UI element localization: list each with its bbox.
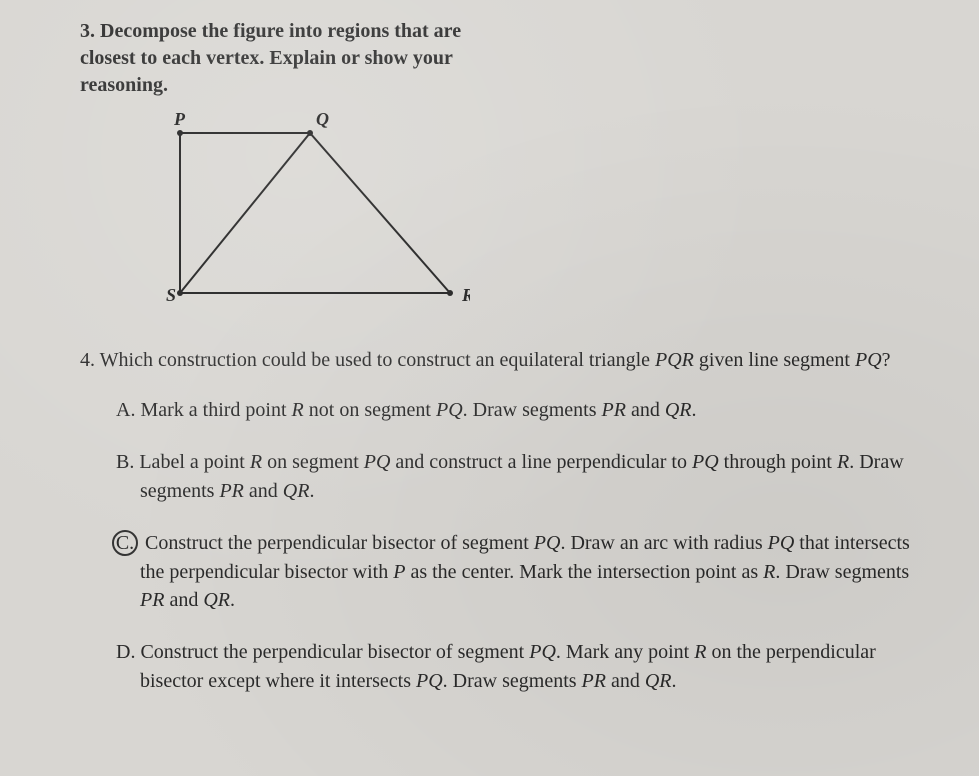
opt-c-t6: and — [164, 589, 203, 611]
opt-b-r: R — [250, 451, 262, 473]
option-c-letter: C. — [112, 530, 138, 556]
q4-pq: PQ — [855, 349, 882, 371]
opt-c-pq: PQ — [534, 532, 561, 554]
opt-a-t3: . Draw segments — [463, 399, 602, 421]
opt-c-qr: QR — [203, 589, 230, 611]
opt-d-t1: Construct the perpendicular bisector of … — [140, 641, 529, 663]
option-c[interactable]: C. Construct the perpendicular bisector … — [116, 529, 919, 614]
opt-b-pq2: PQ — [692, 451, 719, 473]
q4-stem-a: Which construction could be used to cons… — [100, 349, 655, 371]
opt-b-t4: through point — [719, 451, 837, 473]
opt-c-t7: . — [230, 589, 235, 611]
option-a[interactable]: A. Mark a third point R not on segment P… — [116, 396, 919, 424]
opt-a-qr: QR — [665, 399, 692, 421]
q3-line3: reasoning. — [80, 74, 168, 96]
opt-b-t1: Label a point — [139, 451, 250, 473]
opt-c-pq2: PQ — [768, 532, 795, 554]
figure-svg: P Q R S — [150, 113, 470, 313]
opt-c-t4: as the center. Mark the intersection poi… — [405, 561, 763, 583]
opt-c-t2: . Draw an arc with radius — [560, 532, 767, 554]
opt-c-p: P — [393, 561, 405, 583]
opt-d-t2: . Mark any point — [556, 641, 694, 663]
opt-d-pr: PR — [582, 670, 606, 692]
opt-b-t3: and construct a line perpendicular to — [390, 451, 692, 473]
opt-d-t6: . — [672, 670, 677, 692]
opt-b-pr: PR — [219, 480, 243, 502]
opt-d-pq2: PQ — [416, 670, 443, 692]
question-3: 3. Decompose the figure into regions tha… — [80, 18, 919, 318]
opt-b-t6: and — [244, 480, 283, 502]
opt-b-qr: QR — [283, 480, 310, 502]
opt-c-pr: PR — [140, 589, 164, 611]
opt-b-t2: on segment — [262, 451, 364, 473]
svg-text:S: S — [166, 285, 176, 305]
opt-a-t1: Mark a third point — [140, 399, 291, 421]
opt-b-pq: PQ — [364, 451, 391, 473]
opt-c-r: R — [763, 561, 775, 583]
opt-d-r: R — [694, 641, 706, 663]
geometry-figure: P Q R S — [150, 113, 919, 318]
question-3-prompt: 3. Decompose the figure into regions tha… — [80, 18, 919, 99]
answer-options: A. Mark a third point R not on segment P… — [80, 396, 919, 695]
q4-stem-b: given line segment — [694, 349, 855, 371]
opt-d-qr: QR — [645, 670, 672, 692]
q3-line2: closest to each vertex. Explain or show … — [80, 47, 453, 69]
opt-c-t5: . Draw segments — [775, 561, 909, 583]
option-a-letter: A. — [116, 399, 135, 421]
opt-d-pq: PQ — [529, 641, 556, 663]
q4-number: 4. — [80, 349, 95, 371]
option-d-letter: D. — [116, 641, 135, 663]
opt-a-pr: PR — [602, 399, 626, 421]
opt-d-t5: and — [606, 670, 645, 692]
option-d[interactable]: D. Construct the perpendicular bisector … — [116, 638, 919, 695]
question-4: 4. Which construction could be used to c… — [80, 346, 919, 695]
question-3-number: 3. — [80, 20, 95, 42]
opt-a-t2: not on segment — [304, 399, 436, 421]
opt-b-r2: R — [837, 451, 849, 473]
opt-b-t7: . — [309, 480, 314, 502]
opt-a-r: R — [292, 399, 304, 421]
svg-text:P: P — [173, 113, 186, 129]
svg-text:R: R — [461, 285, 470, 305]
option-b[interactable]: B. Label a point R on segment PQ and con… — [116, 448, 919, 505]
q4-pqr: PQR — [655, 349, 694, 371]
opt-c-t1: Construct the perpendicular bisector of … — [145, 532, 534, 554]
opt-a-t4: and — [626, 399, 665, 421]
svg-text:Q: Q — [316, 113, 329, 129]
q4-stem-c: ? — [882, 349, 891, 371]
q3-line1: Decompose the figure into regions that a… — [100, 20, 461, 42]
opt-a-pq: PQ — [436, 399, 463, 421]
opt-a-t5: . — [692, 399, 697, 421]
option-b-letter: B. — [116, 451, 134, 473]
opt-d-t4: . Draw segments — [443, 670, 582, 692]
question-4-stem: 4. Which construction could be used to c… — [80, 346, 919, 374]
